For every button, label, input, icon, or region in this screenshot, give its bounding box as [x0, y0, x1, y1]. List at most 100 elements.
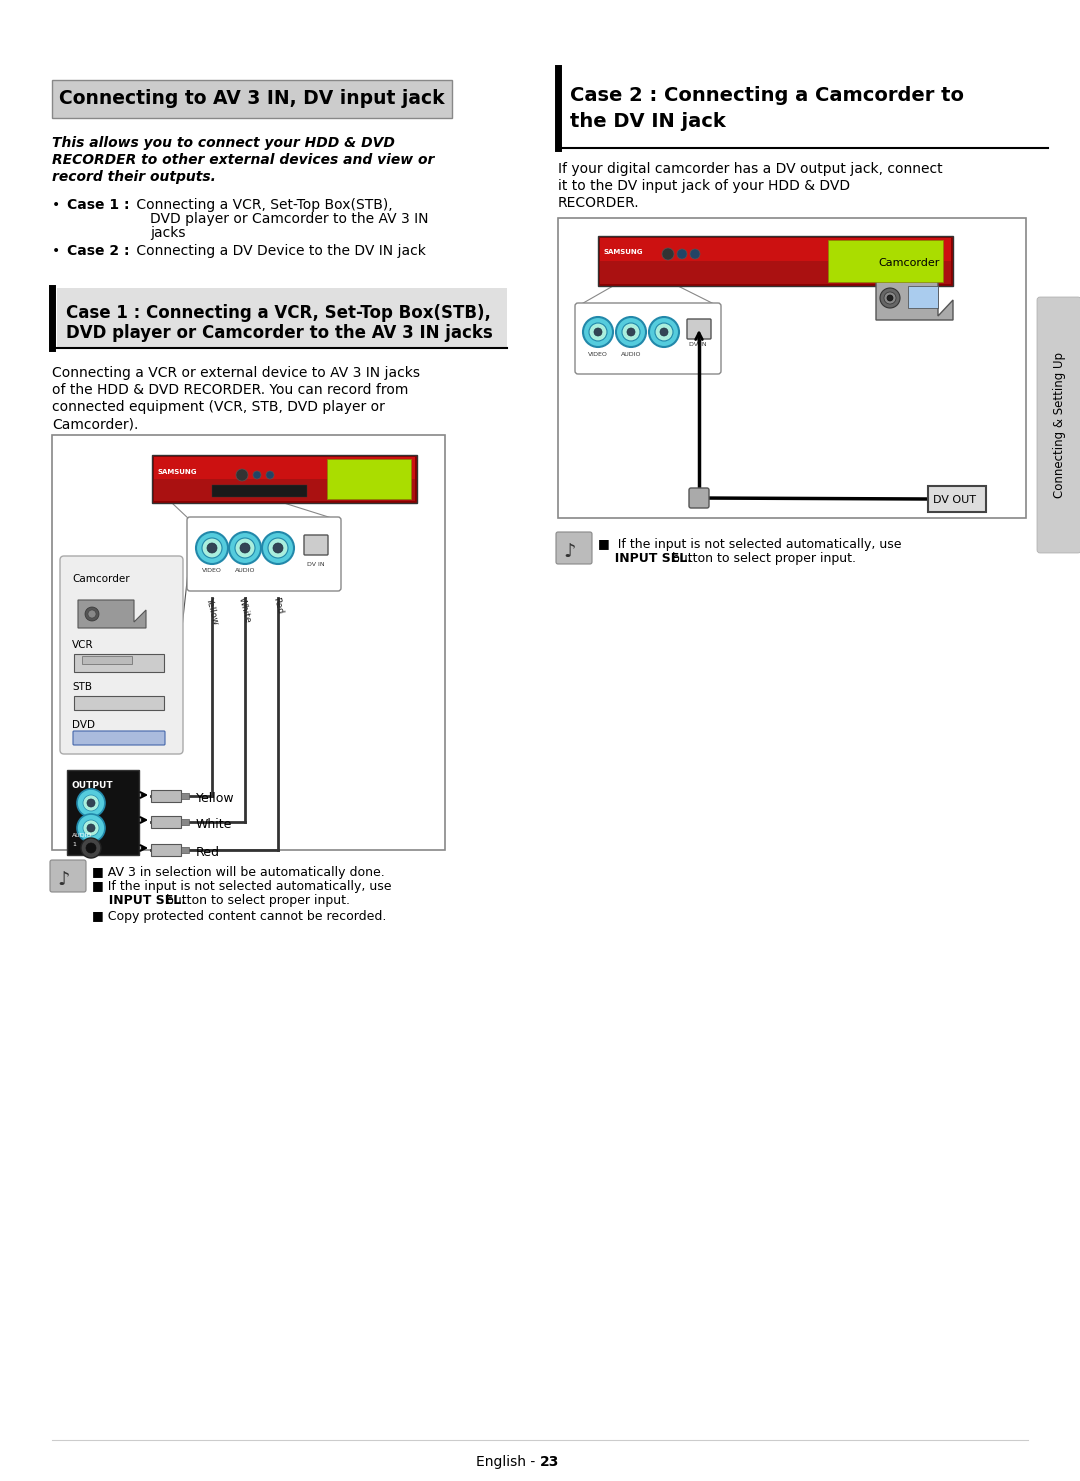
Text: This allows you to connect your HDD & DVD: This allows you to connect your HDD & DV… — [52, 136, 395, 150]
Circle shape — [235, 538, 255, 558]
Text: of the HDD & DVD RECORDER. You can record from: of the HDD & DVD RECORDER. You can recor… — [52, 384, 408, 397]
FancyBboxPatch shape — [60, 555, 183, 754]
Text: Case 1 :: Case 1 : — [67, 198, 130, 212]
Text: INPUT SEL.: INPUT SEL. — [606, 552, 692, 564]
Circle shape — [887, 295, 893, 301]
Text: English -: English - — [476, 1454, 540, 1469]
Text: Camcorder).: Camcorder). — [52, 418, 138, 431]
Circle shape — [83, 820, 99, 835]
Circle shape — [229, 532, 261, 564]
Bar — [151, 789, 181, 803]
Text: OUTPUT: OUTPUT — [71, 780, 112, 789]
Circle shape — [262, 532, 294, 564]
FancyBboxPatch shape — [575, 304, 721, 375]
Circle shape — [273, 544, 283, 552]
Text: RECORDER to other external devices and view or: RECORDER to other external devices and v… — [52, 153, 434, 167]
Text: VIDEO: VIDEO — [202, 569, 221, 573]
Bar — [154, 458, 415, 478]
FancyBboxPatch shape — [187, 517, 341, 591]
Bar — [600, 238, 951, 284]
Bar — [52, 435, 445, 850]
Text: If your digital camcorder has a DV output jack, connect: If your digital camcorder has a DV outpu… — [558, 161, 943, 176]
Text: ♪: ♪ — [57, 869, 69, 889]
Text: INPUT SEL.: INPUT SEL. — [100, 895, 186, 906]
Text: Camcorder: Camcorder — [72, 575, 130, 584]
Bar — [75, 696, 164, 709]
Circle shape — [885, 292, 896, 304]
Text: VCR: VCR — [72, 640, 94, 650]
Text: White: White — [238, 595, 253, 624]
Text: Connecting a DV Device to the DV IN jack: Connecting a DV Device to the DV IN jack — [132, 244, 426, 258]
Text: Yellow: Yellow — [204, 595, 220, 625]
Polygon shape — [78, 600, 146, 628]
Text: AUDIO: AUDIO — [234, 569, 255, 573]
Bar — [600, 238, 951, 261]
Text: SAMSUNG: SAMSUNG — [604, 249, 644, 255]
Text: jacks: jacks — [150, 227, 186, 240]
Circle shape — [83, 795, 99, 812]
Text: ♪: ♪ — [563, 542, 576, 561]
Circle shape — [86, 843, 96, 853]
Bar — [67, 770, 139, 855]
Text: Red: Red — [271, 595, 284, 615]
Circle shape — [202, 538, 222, 558]
FancyBboxPatch shape — [689, 489, 708, 508]
Text: 1: 1 — [72, 843, 76, 847]
Circle shape — [87, 610, 96, 618]
Text: STB: STB — [72, 681, 92, 692]
Bar — [152, 455, 417, 504]
Circle shape — [253, 471, 261, 478]
Text: ■  If the input is not selected automatically, use: ■ If the input is not selected automatic… — [598, 538, 902, 551]
Text: Red: Red — [195, 846, 220, 859]
Text: AUDIO: AUDIO — [72, 832, 93, 838]
Polygon shape — [876, 275, 953, 320]
Circle shape — [627, 327, 635, 336]
Circle shape — [594, 327, 602, 336]
Text: VIDEO: VIDEO — [589, 352, 608, 357]
Bar — [154, 458, 415, 501]
Text: Connecting & Setting Up: Connecting & Setting Up — [1053, 352, 1066, 498]
Circle shape — [677, 249, 687, 259]
Bar — [151, 816, 181, 828]
Circle shape — [583, 317, 613, 347]
Text: connected equipment (VCR, STB, DVD player or: connected equipment (VCR, STB, DVD playe… — [52, 400, 384, 415]
Text: ■ AV 3 in selection will be automatically done.: ■ AV 3 in selection will be automaticall… — [92, 866, 384, 880]
Text: RECORDER.: RECORDER. — [558, 195, 639, 210]
Text: 23: 23 — [540, 1454, 559, 1469]
Circle shape — [87, 823, 95, 832]
Circle shape — [616, 317, 646, 347]
Text: AUDIO: AUDIO — [621, 352, 642, 357]
Circle shape — [240, 544, 249, 552]
Circle shape — [87, 800, 95, 807]
Circle shape — [77, 789, 105, 818]
Circle shape — [654, 323, 673, 341]
Text: Camcorder: Camcorder — [878, 258, 940, 268]
Text: •: • — [52, 198, 60, 212]
Text: •: • — [52, 244, 60, 258]
Text: SAMSUNG: SAMSUNG — [158, 469, 198, 475]
Text: button to select proper input.: button to select proper input. — [162, 895, 350, 906]
Circle shape — [85, 607, 99, 621]
FancyBboxPatch shape — [50, 860, 86, 892]
Text: it to the DV input jack of your HDD & DVD: it to the DV input jack of your HDD & DV… — [558, 179, 850, 193]
Circle shape — [81, 838, 102, 857]
Bar — [598, 235, 953, 286]
FancyBboxPatch shape — [1037, 298, 1080, 552]
FancyBboxPatch shape — [73, 732, 165, 745]
Circle shape — [77, 815, 105, 843]
FancyBboxPatch shape — [556, 532, 592, 564]
Circle shape — [589, 323, 607, 341]
Bar — [181, 792, 189, 800]
Text: Case 2 : Connecting a Camcorder to: Case 2 : Connecting a Camcorder to — [570, 86, 964, 105]
Bar — [828, 240, 943, 281]
Text: ■ If the input is not selected automatically, use: ■ If the input is not selected automatic… — [92, 880, 391, 893]
Text: ■ Copy protected content cannot be recorded.: ■ Copy protected content cannot be recor… — [92, 909, 387, 923]
Bar — [52, 80, 453, 118]
Bar — [212, 484, 307, 498]
Text: DV IN: DV IN — [307, 561, 325, 567]
FancyBboxPatch shape — [303, 535, 328, 555]
Text: button to select proper input.: button to select proper input. — [669, 552, 856, 564]
Text: DVD player or Camcorder to the AV 3 IN jacks: DVD player or Camcorder to the AV 3 IN j… — [66, 324, 492, 342]
Bar — [908, 286, 939, 308]
Text: Case 2 :: Case 2 : — [67, 244, 130, 258]
